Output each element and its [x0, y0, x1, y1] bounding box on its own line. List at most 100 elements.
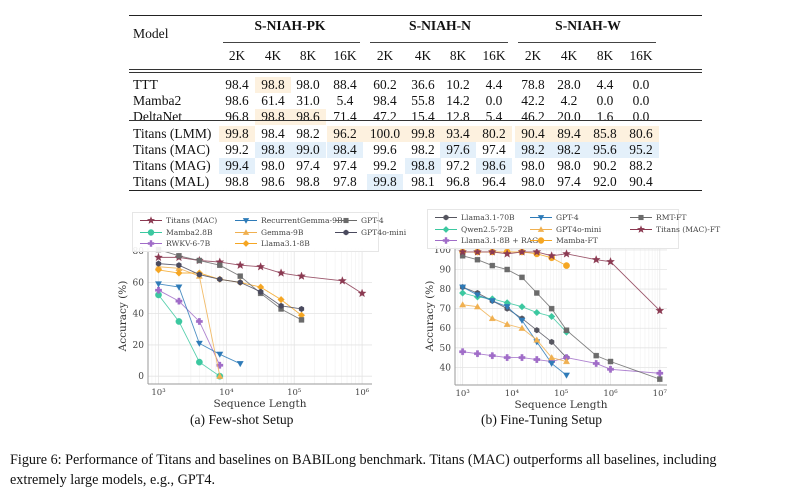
- fine-tuning-chart: 10³ 10⁴ 10⁵ 10⁶ 10⁷ 40 50 60 70 80 90 100 Sequence L…: [405, 205, 720, 411]
- series-line: [158, 256, 363, 294]
- data-point: [196, 271, 203, 278]
- table-cell: 60.2: [373, 77, 397, 92]
- x-tick-label: 10⁴: [505, 389, 520, 399]
- series-line: [158, 289, 221, 366]
- table-cell: 96.2: [327, 126, 363, 142]
- table-row-model: Titans (LMM): [133, 126, 212, 141]
- table-cell: 10.2: [446, 77, 470, 92]
- hexagon-marker-icon: [435, 214, 457, 221]
- data-point: [217, 276, 223, 283]
- table-cell: 98.2: [296, 126, 320, 141]
- data-point: [297, 271, 306, 280]
- fine-tuning-chart-svg: 10³ 10⁴ 10⁵ 10⁶ 10⁷ 40 50 60 70 80 90 100 Sequence L…: [424, 246, 668, 411]
- data-point: [474, 292, 481, 299]
- table-cell: 98.4: [225, 77, 249, 92]
- table-cell: 12.8: [446, 109, 470, 124]
- data-point: [488, 352, 496, 359]
- x-tick-label: 10⁶: [603, 389, 618, 399]
- data-point: [487, 247, 497, 256]
- table-cell: 0.0: [485, 93, 503, 108]
- y-tick-label: 100: [434, 246, 451, 256]
- table-cell: 98.8: [255, 142, 291, 158]
- group-header: S-NIAH-PK: [254, 18, 326, 33]
- data-point: [196, 318, 203, 325]
- table-cell: 98.8: [296, 174, 320, 189]
- table-cell: 4.4: [596, 77, 614, 92]
- data-point: [488, 314, 496, 321]
- y-tick-label: 60: [133, 278, 145, 288]
- few-shot-chart-svg: 10³ 10⁴ 10⁵ 10⁶ 0 20 40 60 80 Sequence Length Accu…: [117, 246, 372, 410]
- context-length-header: 8K: [449, 48, 467, 63]
- data-point: [548, 312, 556, 321]
- series-llama3-1-8b-rag: [459, 348, 664, 377]
- context-length-header: 4K: [414, 48, 432, 63]
- data-point: [547, 251, 557, 260]
- model-column-header: Model: [133, 26, 169, 41]
- subcaption-a: (a) Few-shot Setup: [190, 412, 294, 427]
- data-point: [154, 252, 163, 262]
- legend-label: Mamba-FT: [556, 236, 598, 245]
- table-cell: 4.2: [560, 93, 578, 108]
- table-cell: 97.8: [333, 174, 357, 189]
- table-cell: 90.4: [515, 126, 551, 142]
- data-point: [563, 372, 570, 379]
- y-tick-label: 80: [440, 285, 452, 295]
- table-bottom-rule: [129, 190, 702, 191]
- series-rwkv-6-7b: [155, 286, 224, 369]
- header-rule: [129, 72, 702, 73]
- table-cell: 97.4: [557, 174, 581, 189]
- table-cell: 92.0: [593, 174, 617, 189]
- data-point: [235, 260, 245, 269]
- data-point: [176, 253, 182, 259]
- table-cell: 98.8: [255, 77, 291, 93]
- gridlines: [455, 247, 667, 385]
- legend-label: GPT-4: [556, 213, 579, 222]
- caption-line-1: Figure 6: Performance of Titans and base…: [10, 452, 717, 468]
- data-point: [175, 318, 183, 325]
- legend-label: RecurrentGemma-9B: [261, 216, 343, 225]
- table-cell: 36.6: [411, 77, 435, 92]
- table-row-model: DeltaNet: [133, 109, 183, 124]
- data-point: [533, 309, 541, 317]
- table-cell: 98.4: [327, 142, 363, 158]
- data-point: [459, 301, 467, 308]
- few-shot-legend: Titans (MAC) Mamba2.8B RWKV-6-7B RecurrentG…: [132, 212, 406, 252]
- triangle-down-marker-icon: [530, 215, 552, 221]
- group-underline: [518, 42, 656, 43]
- data-point: [237, 273, 243, 279]
- table-cell: 5.4: [336, 93, 354, 108]
- table-cell: 100.0: [363, 126, 407, 142]
- data-point: [503, 354, 511, 361]
- table-cell: 98.8: [225, 174, 249, 189]
- data-point: [518, 303, 526, 311]
- table-cell: 96.8: [446, 174, 470, 189]
- data-point: [504, 266, 510, 273]
- table-cell: 99.6: [373, 142, 397, 157]
- data-point: [298, 305, 305, 313]
- legend-label: Llama3.1-70B: [461, 213, 515, 222]
- triangle-up-marker-icon: [235, 228, 257, 235]
- data-point: [518, 317, 526, 324]
- y-tick-label: 40: [440, 363, 452, 373]
- data-point: [548, 360, 556, 367]
- legend-label: GPT4o-mini: [556, 224, 602, 234]
- table-cell: 20.0: [557, 109, 581, 124]
- data-point: [175, 284, 183, 291]
- y-tick-label: 60: [440, 324, 452, 334]
- data-point: [503, 304, 511, 311]
- table-cell: 85.8: [587, 126, 623, 142]
- table-cell: 15.4: [411, 109, 435, 124]
- legend-label: RMT-FT: [656, 213, 687, 222]
- x-tick-label: 10⁷: [653, 389, 668, 399]
- y-tick-label: 50: [440, 344, 452, 354]
- data-point: [298, 317, 305, 323]
- table-cell: 97.2: [446, 158, 470, 173]
- legend-label: Titans (MAC)-FT: [656, 224, 721, 234]
- table-cell: 95.2: [623, 142, 659, 158]
- table-cell: 1.6: [596, 109, 614, 124]
- data-point: [532, 247, 542, 256]
- series-line: [158, 294, 221, 377]
- table-cell: 0.0: [632, 93, 650, 108]
- group-underline: [223, 42, 360, 43]
- triangle-up-marker-icon: [530, 225, 552, 232]
